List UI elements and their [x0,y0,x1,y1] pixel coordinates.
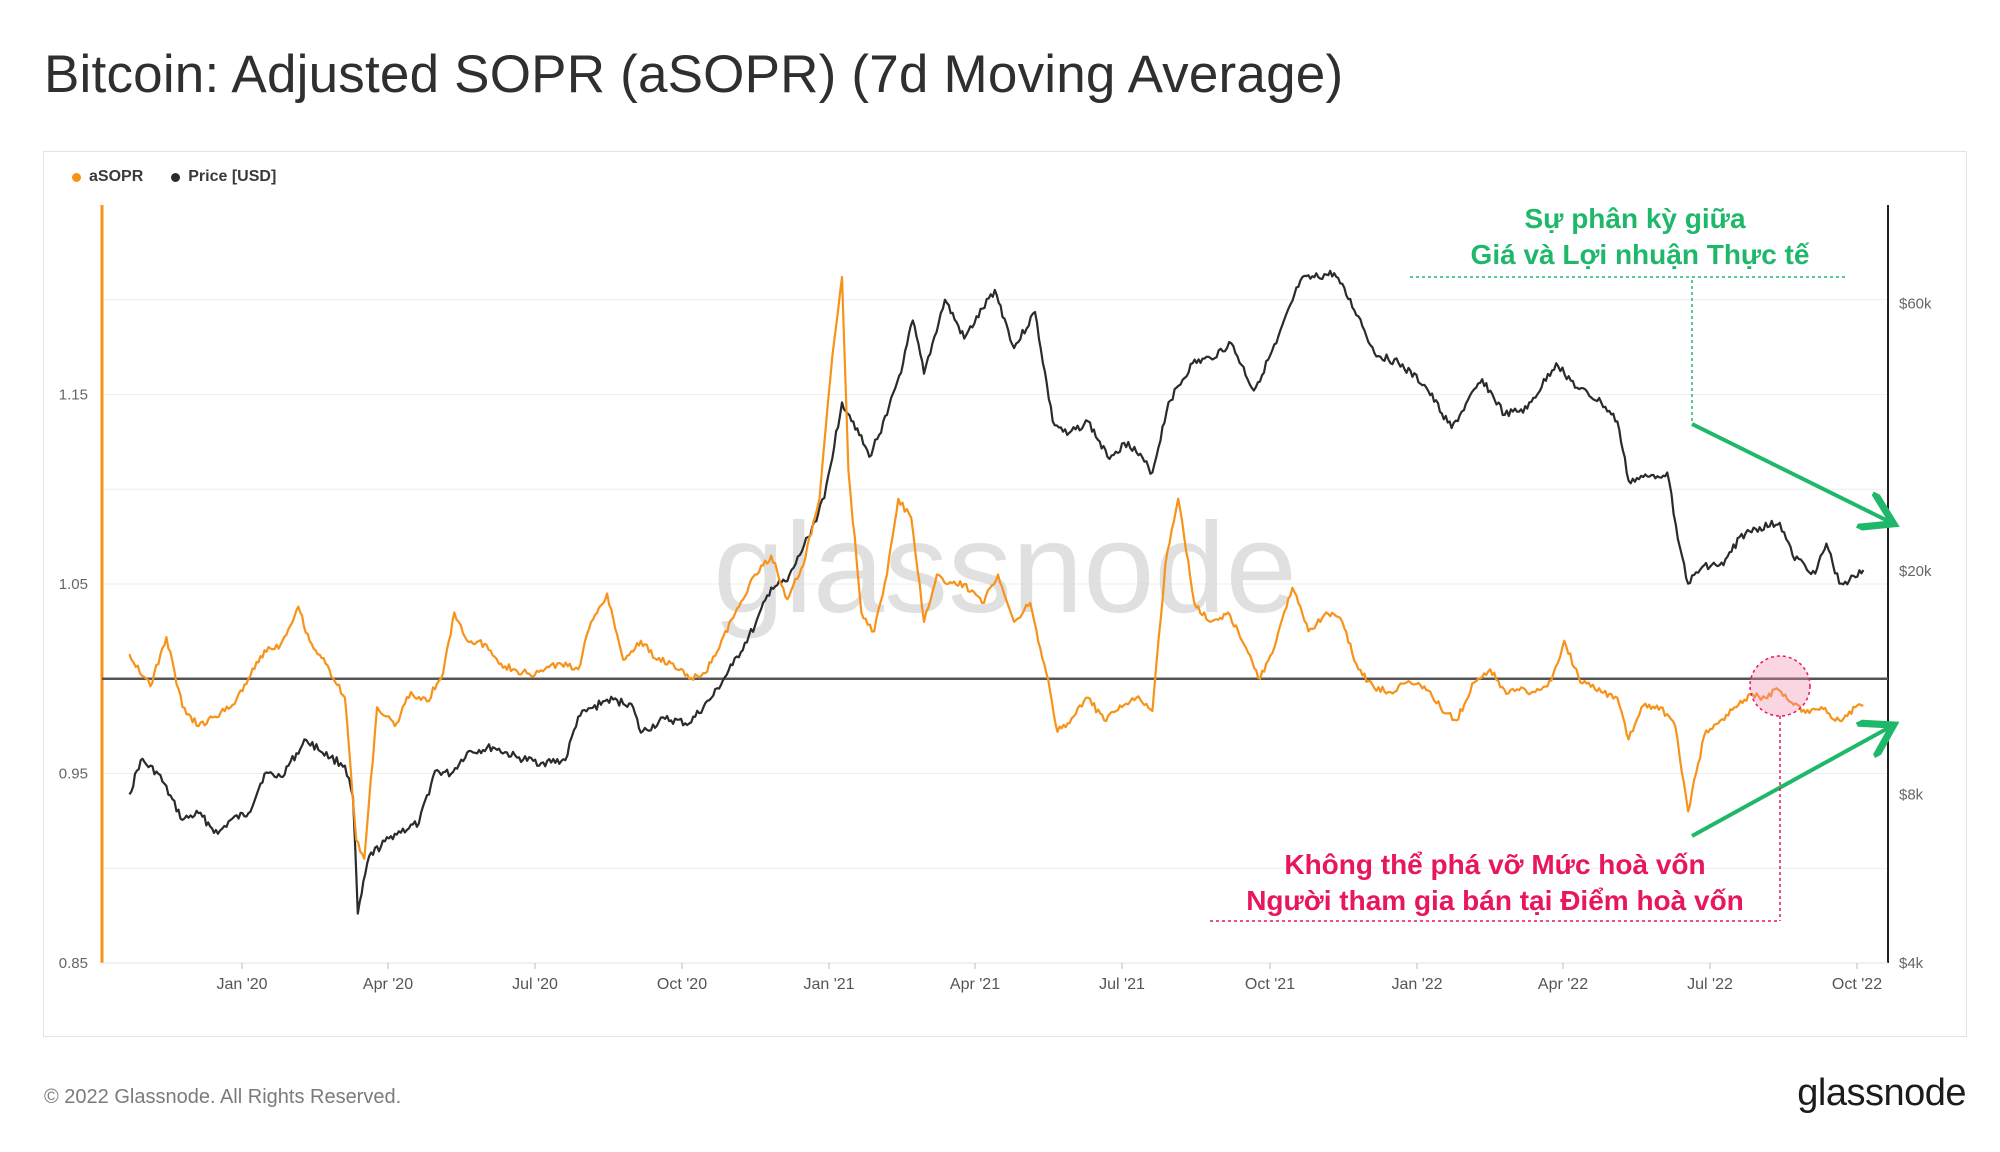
chart-legend: aSOPR Price [USD] [72,168,276,186]
tick-labels: 0.85 0.95 1.05 1.15 $4k $8k $20k $60k Jan '20 Apr… [59,296,1932,993]
y-right-tick-label: $4k [1899,955,1924,972]
annotations: Sự phân kỳ giữa Giá và Lợi nhuận Thực tế… [1210,203,1890,922]
legend-label-price: Price [USD] [188,168,277,185]
x-tick-label: Jan '22 [1391,976,1442,993]
y-left-tick-label: 1.05 [59,576,88,593]
x-tick-label: Apr '20 [363,976,413,993]
annotation-breakeven-line1: Không thể phá vỡ Mức hoà vốn [1284,849,1705,880]
x-tick-label: Oct '21 [1245,976,1295,993]
y-left-tick-label: 0.95 [59,766,88,783]
annotation-divergence-line2: Giá và Lợi nhuận Thực tế [1471,239,1810,270]
page-title: Bitcoin: Adjusted SOPR (aSOPR) (7d Movin… [44,45,1344,104]
x-tick-label: Jul '22 [1687,976,1733,993]
x-tick-label: Jan '21 [803,976,854,993]
asopr-series-line [128,275,1864,860]
watermark-text: glassnode [713,497,1297,640]
arrow-asopr-up [1691,727,1890,838]
legend-item-price[interactable]: Price [USD] [171,168,276,186]
y-right-tick-label: $8k [1899,786,1924,803]
annotation-divergence-line1: Sự phân kỳ giữa [1524,203,1745,234]
legend-dot-price [171,172,181,182]
footer-copyright: © 2022 Glassnode. All Rights Reserved. [44,1086,402,1108]
y-left-tick-label: 1.15 [59,387,88,404]
legend-label-asopr: aSOPR [89,168,144,185]
x-tick-label: Jul '20 [512,976,558,993]
x-tick-label: Apr '21 [950,976,1000,993]
axes [100,205,1889,964]
x-tick-label: Apr '22 [1538,976,1588,993]
y-right-tick-label: $20k [1899,563,1932,580]
series-lines [128,269,1865,915]
price-series-line [128,269,1865,915]
legend-dot-asopr [72,172,81,182]
x-tick-label: Jul '21 [1099,976,1145,993]
y-left-tick-label: 0.85 [59,955,88,972]
x-tick-label: Oct '20 [657,976,707,993]
x-tick-label: Oct '22 [1832,976,1882,993]
legend-item-asopr[interactable]: aSOPR [72,168,143,186]
x-tick-label: Jan '20 [216,976,267,993]
footer-logo: glassnode [1797,1072,1966,1114]
annotation-breakeven-line2: Người tham gia bán tại Điểm hoà vốn [1246,885,1744,916]
arrow-price-down [1691,422,1890,522]
y-right-tick-label: $60k [1899,296,1932,313]
breakeven-highlight-circle [1749,655,1811,717]
